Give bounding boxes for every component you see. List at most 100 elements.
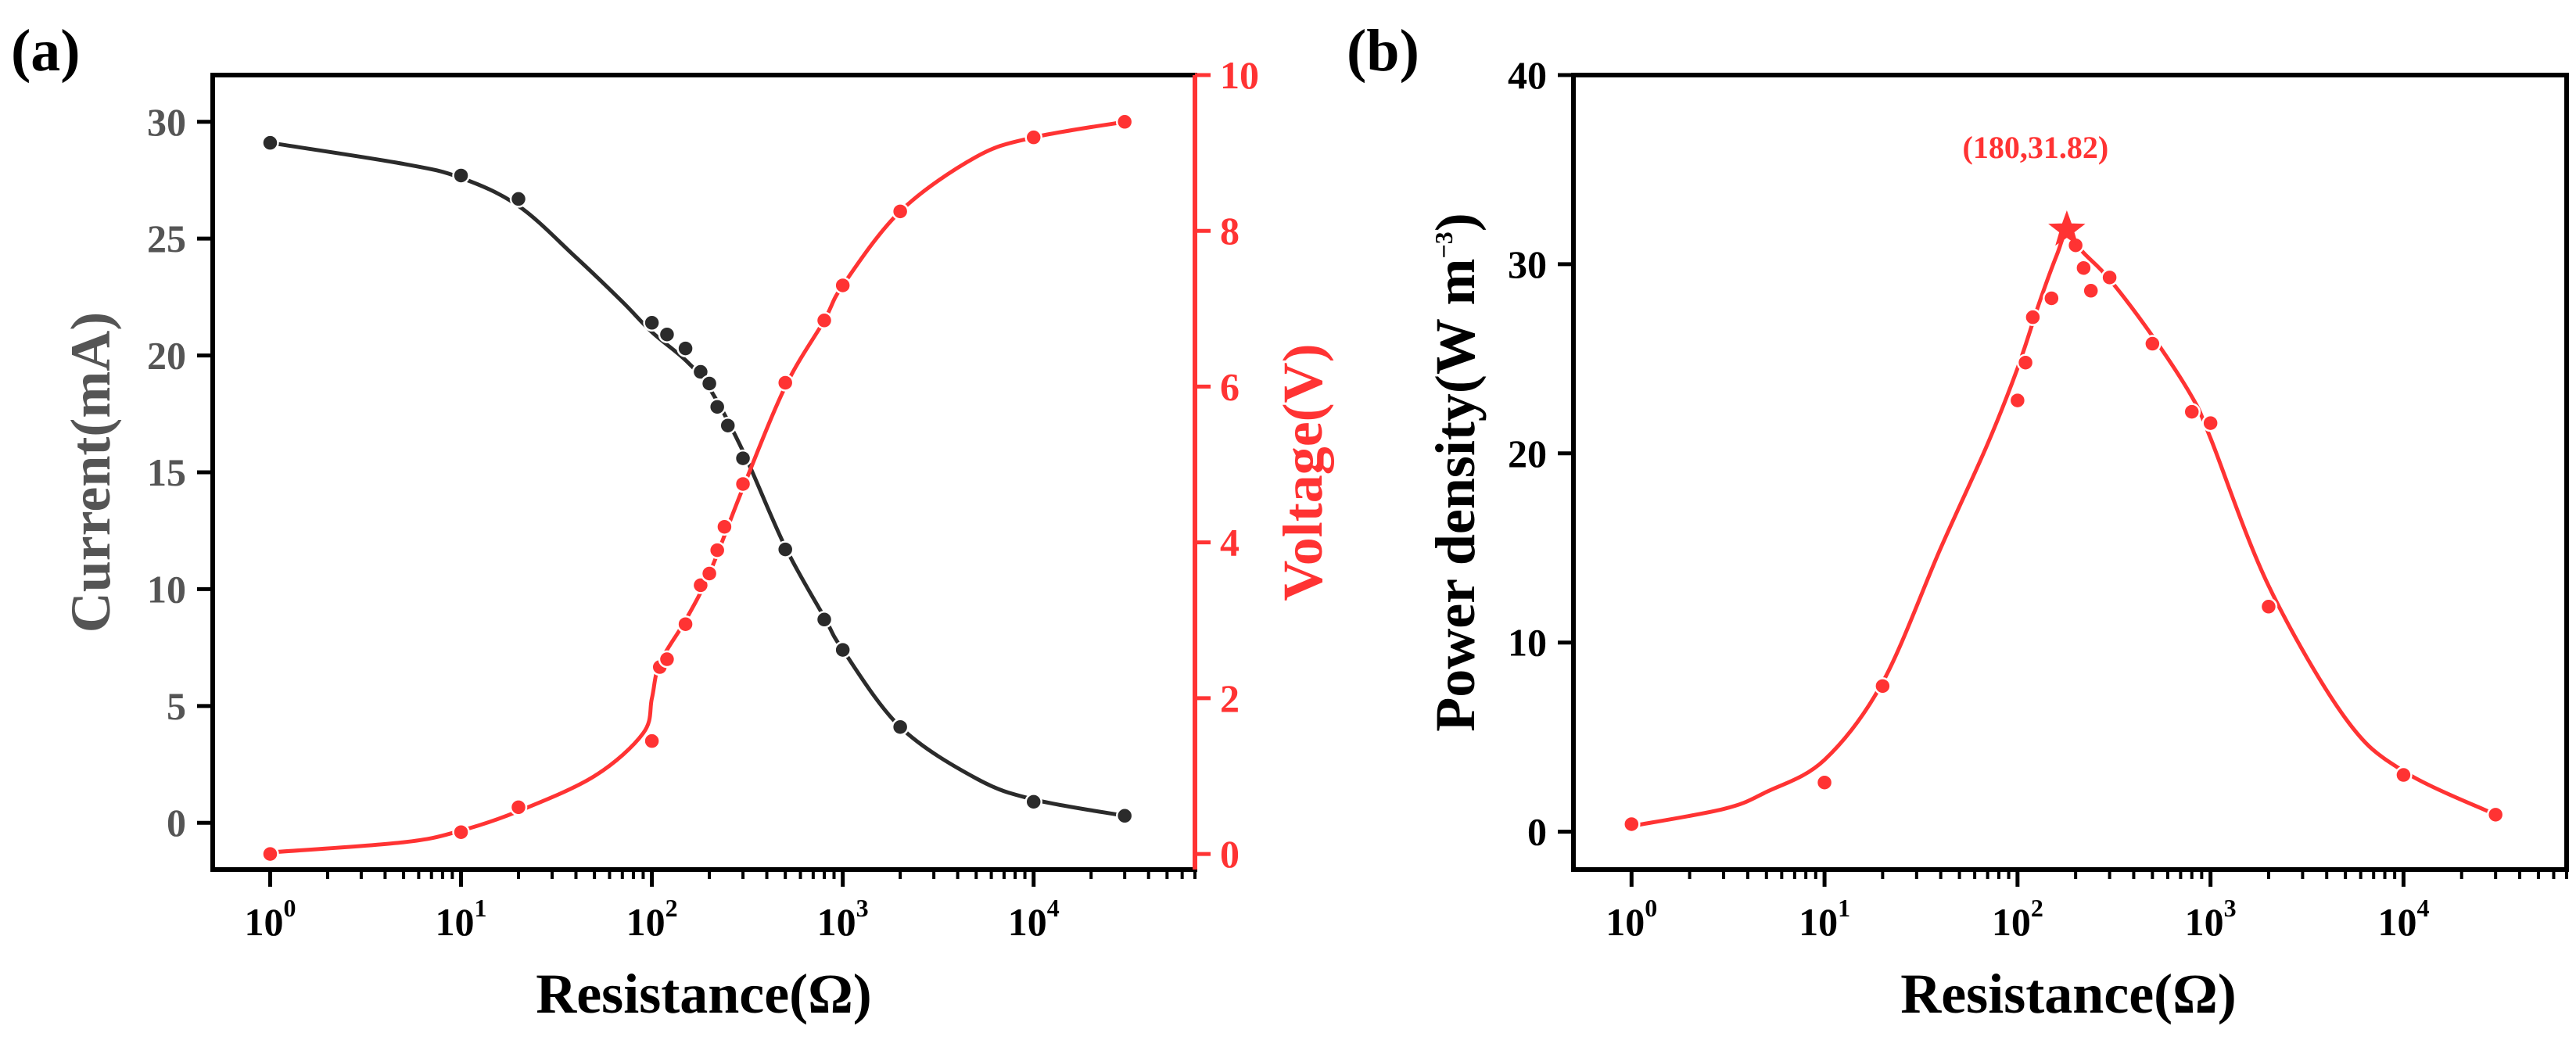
panel-b-x-tick-exponent: 4 (2416, 894, 2429, 922)
panel-a-y-right-tick-label: 0 (1220, 832, 1240, 876)
panel-b-x-tick-label: 104 (2377, 894, 2429, 944)
panel-a-x-tick-label: 101 (436, 894, 487, 944)
panel-b-power-point (2101, 268, 2119, 287)
panel-a-current-point (700, 375, 719, 393)
panel-a-voltage-point (1115, 113, 1134, 131)
panel-a-x-tick-exponent: 1 (475, 894, 487, 922)
panel-a-current-point (676, 339, 694, 357)
panel-b-power-point (1874, 677, 1892, 695)
panel-a-voltage-point (261, 845, 279, 863)
panel-b-power-point (2008, 391, 2027, 410)
panel-a-y-left-tick-label: 15 (147, 450, 186, 494)
panel-b-y-tick-label: 40 (1508, 53, 1547, 97)
panel-a-current-point (776, 540, 795, 558)
panel-b-power-point (2075, 259, 2093, 277)
panel-b-power-point (2201, 414, 2219, 432)
panel-a-voltage-point (891, 203, 909, 221)
panel-b-power-point (2144, 335, 2162, 353)
panel-a-voltage-point (658, 650, 676, 669)
panel-a-x-tick-label: 104 (1008, 894, 1060, 944)
panel-a-x-tick-exponent: 3 (856, 894, 869, 922)
panel-a-voltage-point (734, 475, 752, 493)
panel-a-x-tick-exponent: 4 (1047, 894, 1060, 922)
panel-b-y-tick-label: 20 (1508, 432, 1547, 475)
panel-b-power-point (2395, 766, 2413, 784)
panel-a-x-tick-exponent: 0 (283, 894, 296, 922)
panel-b-power-point (1623, 815, 1641, 834)
panel-a-current-point (719, 416, 737, 435)
panel-b-x-tick-base: 10 (1799, 900, 1838, 944)
panel-b-x-tick-label: 102 (1992, 894, 2043, 944)
panel-b-x-tick-base: 10 (2377, 900, 2416, 944)
panel-a-current-point (452, 167, 470, 185)
panel-a-voltage-point (834, 276, 852, 295)
panel-a-x-tick-exponent: 2 (666, 894, 678, 922)
panel-b-power-point (2043, 289, 2061, 307)
panel-b-power-point (2259, 597, 2278, 616)
panel-b-plot-frame (1571, 73, 2569, 872)
panel-a-y-left-tick-label: 5 (167, 684, 186, 728)
panel-a-x-tick-base: 10 (1008, 900, 1047, 944)
panel-b-x-tick-exponent: 0 (1645, 894, 1657, 922)
panel-b-y-tick-label: 10 (1508, 621, 1547, 665)
panel-a-voltage-fit-line (270, 120, 1125, 855)
panel-b-x-tick-exponent: 1 (1838, 894, 1850, 922)
panel-a-x-tick-base: 10 (626, 900, 666, 944)
panel-a-voltage-point (708, 541, 727, 559)
panel-a-voltage-point (716, 518, 734, 536)
panel-a-voltage-point (509, 798, 528, 816)
panel-b-label: (b) (1347, 18, 1419, 84)
panel-b-x-tick-exponent: 2 (2031, 894, 2043, 922)
panel-b-y-axis-title-close: ) (1424, 213, 1487, 231)
panel-b-power-point (2024, 308, 2042, 326)
panel-a-y-right-title: Voltage(V) (1272, 343, 1334, 601)
panel-b-power-point (2082, 282, 2100, 300)
panel-b-power-fit-line (1631, 231, 2497, 828)
panel-b-peak-star (2048, 210, 2086, 246)
panel-b-x-tick-label: 100 (1606, 894, 1657, 944)
panel-a-y-right-tick-label: 4 (1220, 521, 1240, 565)
panel-a-voltage-point (815, 311, 834, 330)
panel-a-current-point (891, 718, 909, 736)
panel-a-x-tick-label: 103 (817, 894, 869, 944)
panel-a-voltage-point (452, 823, 470, 841)
panel-a-voltage-point (700, 565, 719, 583)
panel-b-power-point (2016, 353, 2035, 371)
panel-a-y-right-tick-label: 8 (1220, 209, 1240, 253)
panel-a-voltage-point (676, 615, 694, 633)
panel-b-power-point (1815, 773, 1834, 791)
panel-a-current-point (261, 134, 279, 152)
panel-a-voltage-point (643, 732, 661, 750)
panel-a-x-tick-label: 102 (626, 894, 678, 944)
panel-a-y-left-tick-label: 25 (147, 217, 186, 260)
panel-b-y-axis-title-main: Power density(W m (1424, 258, 1487, 731)
panel-b-x-tick-label: 103 (2185, 894, 2237, 944)
panel-a-y-left-tick-label: 30 (147, 100, 186, 144)
panel-a-current-point (708, 398, 727, 416)
panel-b-power-point (2486, 805, 2505, 824)
panel-b-x-tick-exponent: 3 (2224, 894, 2237, 922)
panel-a-voltage-point (691, 576, 710, 594)
panel-a-current-point (658, 325, 676, 343)
panel-a-current-point (1024, 793, 1042, 811)
panel-a-current-fit-line (270, 141, 1125, 818)
panel-a-y-right-tick-label: 6 (1220, 364, 1240, 408)
panel-b-y-axis-title: Power density(W m−3) (1424, 213, 1487, 732)
panel-a-y-left-title: Current(mA) (59, 312, 122, 633)
panel-a-y-right-tick-label: 2 (1220, 676, 1240, 720)
panel-a-label: (a) (11, 18, 81, 84)
panel-b-y-tick-label: 0 (1527, 810, 1547, 854)
panel-a-current-point (734, 449, 752, 468)
panel-b-power-point (2183, 403, 2201, 421)
panel-a-x-axis-title: Resistance(Ω) (536, 963, 872, 1025)
panel-b-x-axis-title: Resistance(Ω) (1900, 963, 2237, 1025)
panel-b-peak-label: (180,31.82) (1963, 130, 2109, 165)
panel-b-y-axis-title-exponent: −3 (1430, 231, 1458, 258)
panel-a-current-point (691, 363, 710, 381)
panel-a-y-left-tick-label: 10 (147, 567, 186, 611)
panel-b-y-tick-label: 30 (1508, 242, 1547, 286)
panel-b-x-tick-base: 10 (1606, 900, 1645, 944)
panel-a-current-point (643, 314, 661, 332)
